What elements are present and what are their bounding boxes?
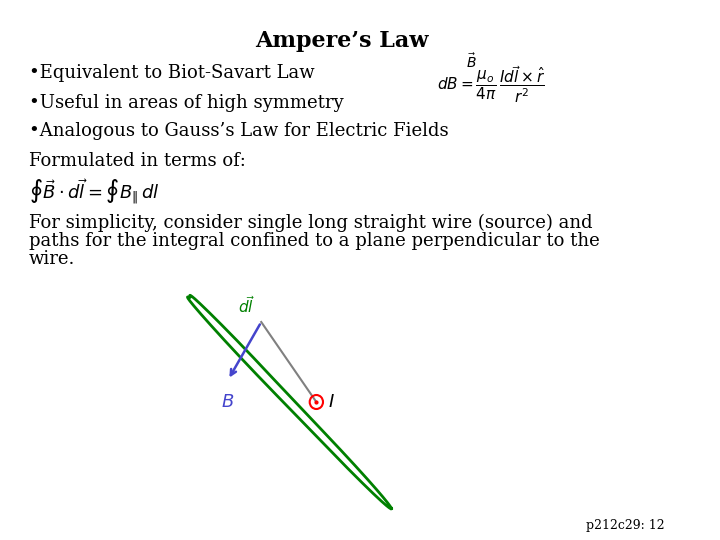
Text: p212c29: 12: p212c29: 12 — [586, 519, 665, 532]
Text: wire.: wire. — [29, 250, 75, 268]
Text: $dB = \dfrac{\mu_o}{4\pi}\,\dfrac{Id\vec{l}\times\hat{r}}{r^2}$: $dB = \dfrac{\mu_o}{4\pi}\,\dfrac{Id\vec… — [437, 65, 545, 105]
Text: Ampere’s Law: Ampere’s Law — [256, 30, 428, 52]
Text: $\oint \vec{B}\cdot d\vec{l} = \oint B_{\|}\,dl$: $\oint \vec{B}\cdot d\vec{l} = \oint B_{… — [29, 178, 159, 207]
Text: •Useful in areas of high symmetry: •Useful in areas of high symmetry — [29, 94, 343, 112]
Text: $B$: $B$ — [221, 393, 235, 411]
Text: $I$: $I$ — [328, 393, 335, 411]
Text: $d\vec{l}$: $d\vec{l}$ — [238, 295, 256, 316]
Text: $\vec{B}$: $\vec{B}$ — [466, 52, 476, 71]
Text: For simplicity, consider single long straight wire (source) and: For simplicity, consider single long str… — [29, 214, 592, 232]
Text: paths for the integral confined to a plane perpendicular to the: paths for the integral confined to a pla… — [29, 232, 599, 250]
Text: Formulated in terms of:: Formulated in terms of: — [29, 152, 246, 170]
Text: •Equivalent to Biot-Savart Law: •Equivalent to Biot-Savart Law — [29, 64, 314, 82]
Text: •Analogous to Gauss’s Law for Electric Fields: •Analogous to Gauss’s Law for Electric F… — [29, 122, 448, 140]
